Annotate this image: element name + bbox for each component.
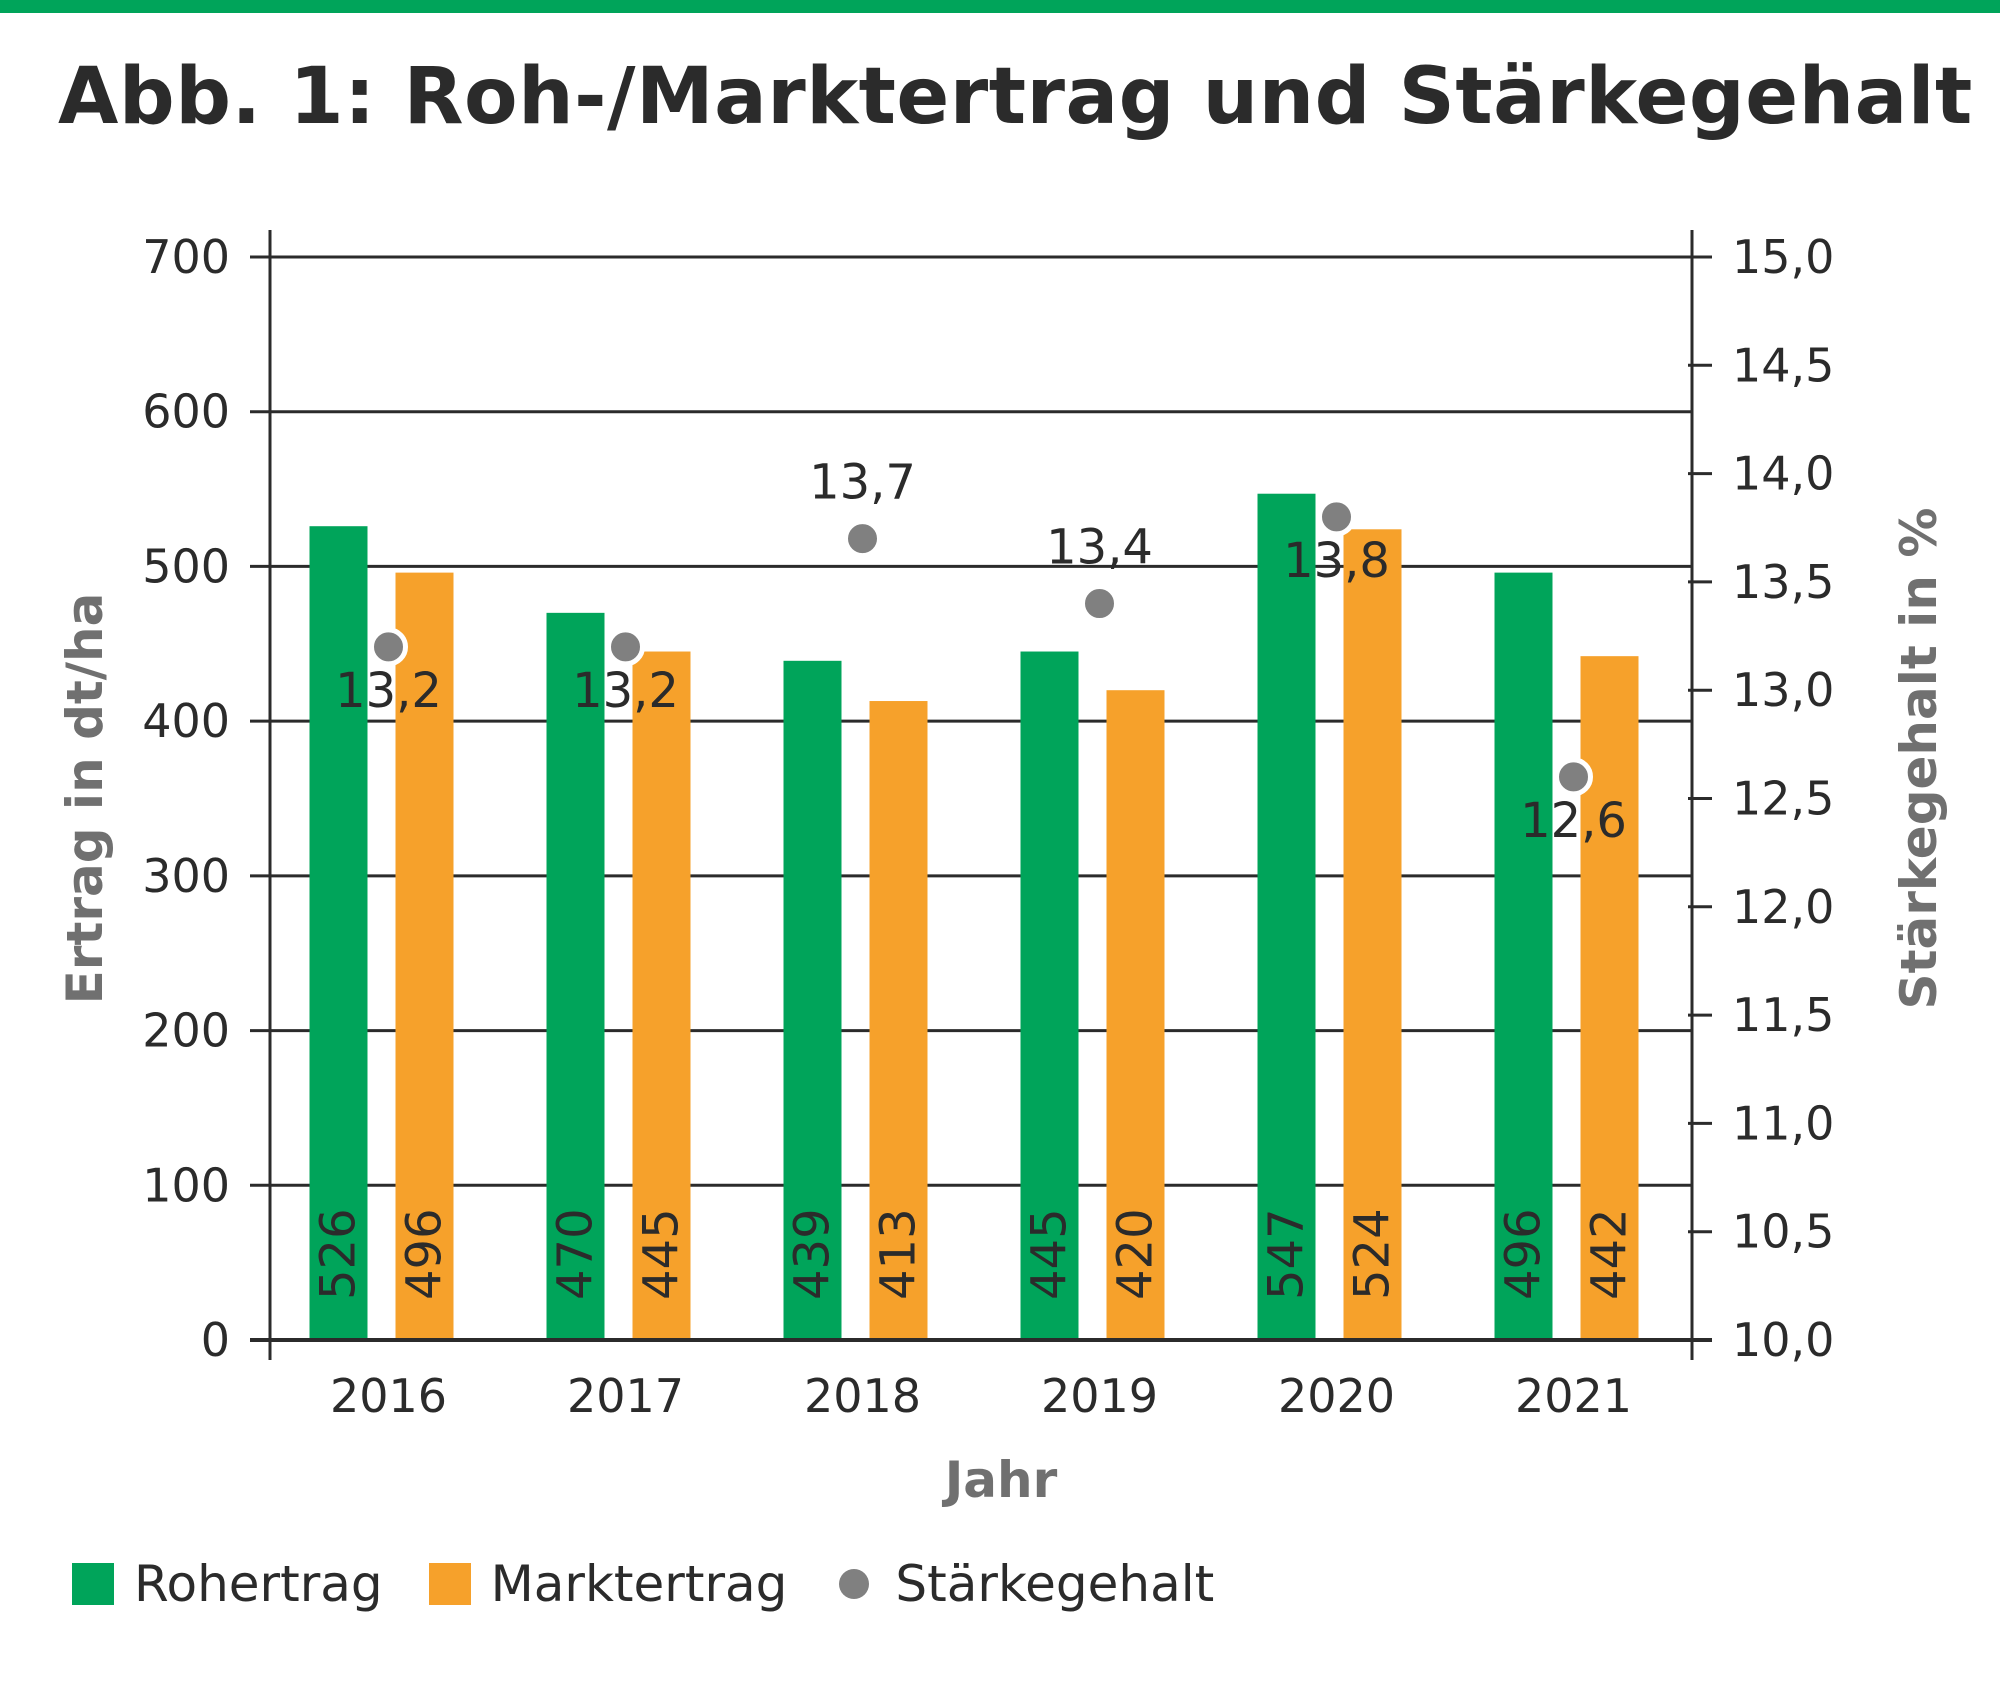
legend: Rohertrag Marktertrag Stärkegehalt: [72, 1555, 1260, 1613]
bar-marktertrag: [869, 701, 928, 1340]
bar-label-rohertrag: 547: [1259, 1208, 1315, 1300]
axes: [250, 230, 1712, 1360]
staerke-label: 12,6: [1520, 793, 1627, 849]
staerke-label: 13,8: [1283, 533, 1390, 589]
bar-label-rohertrag: 439: [785, 1208, 841, 1300]
bar-rohertrag: [1494, 572, 1553, 1340]
legend-label: Rohertrag: [134, 1555, 383, 1613]
bar-label-rohertrag: 496: [1496, 1208, 1552, 1300]
y-tick-label: 300: [142, 849, 230, 903]
y-right-tick-label: 12,0: [1732, 880, 1834, 934]
legend-item: Rohertrag: [72, 1555, 383, 1613]
bar-label-marktertrag: 445: [634, 1208, 690, 1300]
y-right-tick-label: 12,5: [1732, 772, 1834, 826]
y-axis-title: Ertrag in dt/ha: [56, 593, 114, 1005]
y-right-tick-label: 13,5: [1732, 555, 1834, 609]
x-tick-label: 2021: [1515, 1369, 1632, 1423]
bar-rohertrag: [1257, 493, 1316, 1340]
y-right-tick-label: 13,0: [1732, 663, 1834, 717]
bar-marktertrag: [1343, 529, 1402, 1340]
bar-rohertrag: [1020, 651, 1079, 1340]
staerke-point: [1554, 757, 1593, 797]
y-right-tick-label: 14,0: [1732, 447, 1834, 501]
y-right-tick-label: 11,5: [1732, 988, 1834, 1042]
y-right-tick-label: 10,5: [1732, 1205, 1834, 1259]
x-tick-label: 2017: [567, 1369, 684, 1423]
y-tick-label: 400: [142, 694, 230, 748]
y-right-tick-label: 14,5: [1732, 338, 1834, 392]
y-tick-label: 200: [142, 1004, 230, 1058]
x-tick-label: 2016: [330, 1369, 447, 1423]
staerke-point: [843, 519, 882, 559]
legend-item: Marktertrag: [428, 1555, 788, 1613]
legend-label: Marktertrag: [490, 1555, 788, 1613]
bar-rohertrag: [309, 526, 368, 1340]
x-tick-label: 2019: [1041, 1369, 1158, 1423]
y-tick-label: 100: [142, 1158, 230, 1212]
y-right-axis-title: Stärkegehalt in %: [1890, 508, 1948, 1010]
bar-label-marktertrag: 524: [1345, 1208, 1401, 1300]
bar-marktertrag: [395, 572, 454, 1340]
staerke-points: [369, 497, 1593, 797]
top-accent-bar: [0, 0, 2000, 13]
legend-dot-marker: [839, 1569, 870, 1599]
y-tick-label: 500: [142, 539, 230, 593]
staerke-label: 13,7: [809, 455, 916, 511]
bar-marktertrag: [1106, 690, 1165, 1340]
y-right-tick-label: 11,0: [1732, 1096, 1834, 1150]
staerke-label: 13,2: [335, 663, 442, 719]
bar-marktertrag: [632, 651, 691, 1340]
bar-label-marktertrag: 442: [1582, 1208, 1638, 1300]
bar-label-marktertrag: 420: [1108, 1208, 1164, 1300]
x-tick-label: 2020: [1278, 1369, 1395, 1423]
bar-rohertrag: [546, 612, 605, 1340]
staerke-label: 13,2: [572, 663, 679, 719]
chart-title: Abb. 1: Roh-/Marktertrag und Stärkegehal…: [58, 52, 1973, 142]
staerke-label: 13,4: [1046, 520, 1153, 576]
bar-label-rohertrag: 470: [548, 1208, 604, 1300]
bar-label-marktertrag: 496: [397, 1208, 453, 1300]
gridlines: [250, 255, 1692, 1342]
legend-swatch: [72, 1563, 114, 1605]
legend-swatch: [428, 1563, 471, 1605]
y-tick-label: 600: [142, 385, 230, 439]
staerke-point: [1080, 584, 1119, 624]
y-right-tick-label: 15,0: [1732, 230, 1834, 284]
legend-label: Stärkegehalt: [895, 1555, 1215, 1613]
bar-rohertrag: [783, 660, 842, 1340]
labels: 0 100 200 300 400 500 600 700 10,0 10,5 11,0 11,5 12…: [56, 230, 1948, 1509]
bar-label-rohertrag: 526: [311, 1208, 367, 1300]
bars: [309, 493, 1639, 1340]
bar-label-rohertrag: 445: [1022, 1208, 1078, 1300]
x-axis-title: Jahr: [942, 1451, 1058, 1509]
y-tick-label: 700: [142, 230, 230, 284]
staerke-point: [606, 627, 645, 667]
bar-label-marktertrag: 413: [871, 1208, 927, 1300]
legend-item: Stärkegehalt: [833, 1555, 1214, 1613]
staerke-point: [1317, 497, 1356, 537]
y-tick-label: 0: [201, 1313, 230, 1367]
y-right-tick-label: 10,0: [1732, 1313, 1834, 1367]
staerke-point: [369, 627, 408, 667]
x-tick-label: 2018: [804, 1369, 921, 1423]
